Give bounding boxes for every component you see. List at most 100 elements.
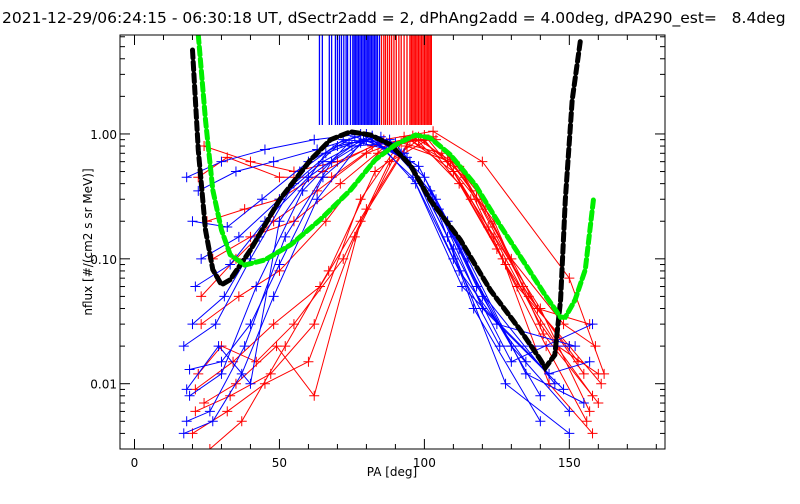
blue-trace-marker — [564, 406, 575, 417]
red-trace-marker — [320, 216, 331, 227]
blue-trace-marker — [326, 156, 337, 167]
blue-trace-marker — [544, 368, 555, 379]
blue-trace-marker — [564, 428, 575, 439]
blue-trace-marker — [280, 231, 291, 242]
red-trace-marker — [233, 291, 244, 302]
blue-trace-marker — [216, 156, 227, 167]
red-trace-marker — [288, 216, 299, 227]
blue-trace-marker — [181, 384, 192, 395]
blue-trace-marker — [317, 156, 328, 167]
red-trace-line — [203, 145, 599, 404]
red-trace-marker — [428, 126, 439, 137]
blue-trace-marker — [587, 319, 598, 330]
red-trace-marker — [448, 166, 459, 177]
blue-trace-marker — [187, 319, 198, 330]
red-trace-marker — [564, 273, 575, 284]
fit-green-curve — [195, 35, 596, 320]
blue-trace-marker — [196, 253, 207, 264]
red-trace-marker — [309, 390, 320, 401]
blue-trace-marker — [506, 356, 517, 367]
red-trace-marker — [477, 156, 488, 167]
blue-trace-marker — [210, 319, 221, 330]
blue-trace-marker — [468, 303, 479, 314]
red-trace-marker — [596, 378, 607, 389]
blue-trace-marker — [216, 368, 227, 379]
blue-trace-marker — [535, 390, 546, 401]
blue-trace-marker — [520, 356, 531, 367]
blue-trace-marker — [454, 265, 465, 276]
axes: 0 50 100 150 0.01 0.10 1.00 — [90, 34, 666, 470]
blue-trace-marker — [213, 341, 224, 352]
blue-trace-marker — [181, 172, 192, 183]
red-trace-marker — [303, 356, 314, 367]
blue-trace-line — [186, 133, 570, 412]
blue-trace-marker — [230, 166, 241, 177]
red-trace-marker — [581, 416, 592, 427]
red-trace-marker — [268, 319, 279, 330]
blue-trace-marker — [181, 416, 192, 427]
blue-trace-marker — [494, 341, 505, 352]
red-trace-marker — [271, 341, 282, 352]
blue-trace-marker — [320, 148, 331, 159]
red-trace-marker — [587, 428, 598, 439]
blue-trace-line — [189, 139, 541, 397]
blue-trace-marker — [584, 356, 595, 367]
red-trace-marker — [355, 216, 366, 227]
chart-title: 2021-12-29/06:24:15 - 06:30:18 UT, dSect… — [2, 9, 786, 28]
y-tick-label: 0.10 — [90, 253, 117, 267]
blue-trace-marker — [564, 341, 575, 352]
red-trace-line — [209, 139, 593, 449]
blue-trace-marker — [245, 319, 256, 330]
blue-trace-marker — [520, 368, 531, 379]
x-tick-label: 100 — [413, 456, 436, 470]
red-trace-marker — [497, 253, 508, 264]
blue-trace-marker — [259, 144, 270, 155]
blue-trace-marker — [245, 378, 256, 389]
blue-trace-marker — [500, 378, 511, 389]
red-trace-marker — [471, 194, 482, 205]
red-trace-marker — [274, 172, 285, 183]
blue-trace-marker — [535, 416, 546, 427]
blue-trace-marker — [178, 428, 189, 439]
red-trace-marker — [222, 152, 233, 163]
plot-frame — [119, 34, 666, 450]
blue-trace-marker — [216, 356, 227, 367]
blue-trace-marker — [317, 172, 328, 183]
blue-trace-line — [192, 139, 541, 422]
x-tick-label: 0 — [131, 456, 139, 470]
red-trace-marker — [361, 148, 372, 159]
red-trace-marker — [370, 166, 381, 177]
blue-trace-marker — [413, 161, 424, 172]
red-trace-marker — [196, 319, 207, 330]
red-trace-marker — [288, 319, 299, 330]
red-trace-marker — [384, 156, 395, 167]
y-axis-label: nflux [#/(cm2 s sr MeV)] — [81, 168, 95, 315]
blue-trace-marker — [204, 406, 215, 417]
blue-trace-marker — [457, 281, 468, 292]
red-trace-marker — [584, 406, 595, 417]
y-tick-label: 1.00 — [90, 128, 117, 142]
red-trace-marker — [190, 406, 201, 417]
red-trace-marker — [335, 178, 346, 189]
blue-trace-marker — [558, 384, 569, 395]
x-tick-label: 50 — [272, 456, 287, 470]
fit-black-curve — [190, 38, 583, 373]
blue-trace-marker — [187, 216, 198, 227]
red-trace-marker — [245, 231, 256, 242]
blue-trace-marker — [257, 194, 268, 205]
red-trace-marker — [593, 398, 604, 409]
blue-trace-marker — [219, 291, 230, 302]
blue-trace-marker — [312, 194, 323, 205]
red-trace-marker — [599, 368, 610, 379]
blue-trace-marker — [268, 156, 279, 167]
blue-trace-marker — [448, 253, 459, 264]
x-axis-label: PA [deg] — [367, 465, 417, 479]
blue-trace-marker — [251, 281, 262, 292]
red-trace-line — [200, 135, 599, 375]
blue-trace-marker — [178, 341, 189, 352]
red-trace-marker — [236, 416, 247, 427]
blue-trace-marker — [190, 281, 201, 292]
blue-trace-marker — [309, 134, 320, 145]
red-trace-marker — [401, 141, 412, 152]
